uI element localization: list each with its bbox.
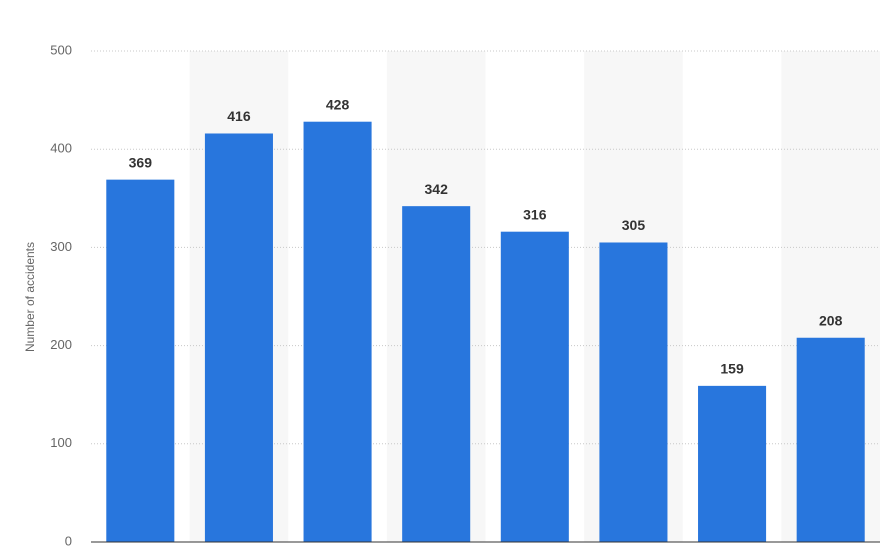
mark-layer: 369 416 428 342 316 305 159 208 [91, 96, 880, 543]
value-label: 305 [622, 217, 646, 233]
bar [402, 206, 471, 542]
bar [500, 231, 569, 543]
y-tick-label: 400 [50, 141, 72, 156]
value-label: 208 [819, 312, 843, 328]
grid-layer: 0 100 200 300 400 500 [50, 42, 880, 548]
y-tick-label: 300 [50, 239, 72, 254]
bar [599, 242, 668, 543]
value-label: 316 [523, 206, 547, 222]
bar [698, 385, 767, 542]
value-label: 428 [326, 96, 350, 112]
bar [106, 179, 175, 542]
y-tick-label: 500 [50, 42, 72, 57]
value-label: 416 [227, 108, 251, 124]
y-tick-label: 100 [50, 435, 72, 450]
value-label: 342 [425, 181, 449, 197]
bar [204, 133, 273, 542]
y-tick-label: 0 [65, 533, 72, 548]
value-label: 369 [129, 154, 153, 170]
bar [796, 337, 865, 542]
bar [303, 121, 372, 542]
y-tick-label: 200 [50, 337, 72, 352]
value-label: 159 [720, 361, 744, 377]
y-axis-title: Number of accidents [23, 242, 37, 352]
